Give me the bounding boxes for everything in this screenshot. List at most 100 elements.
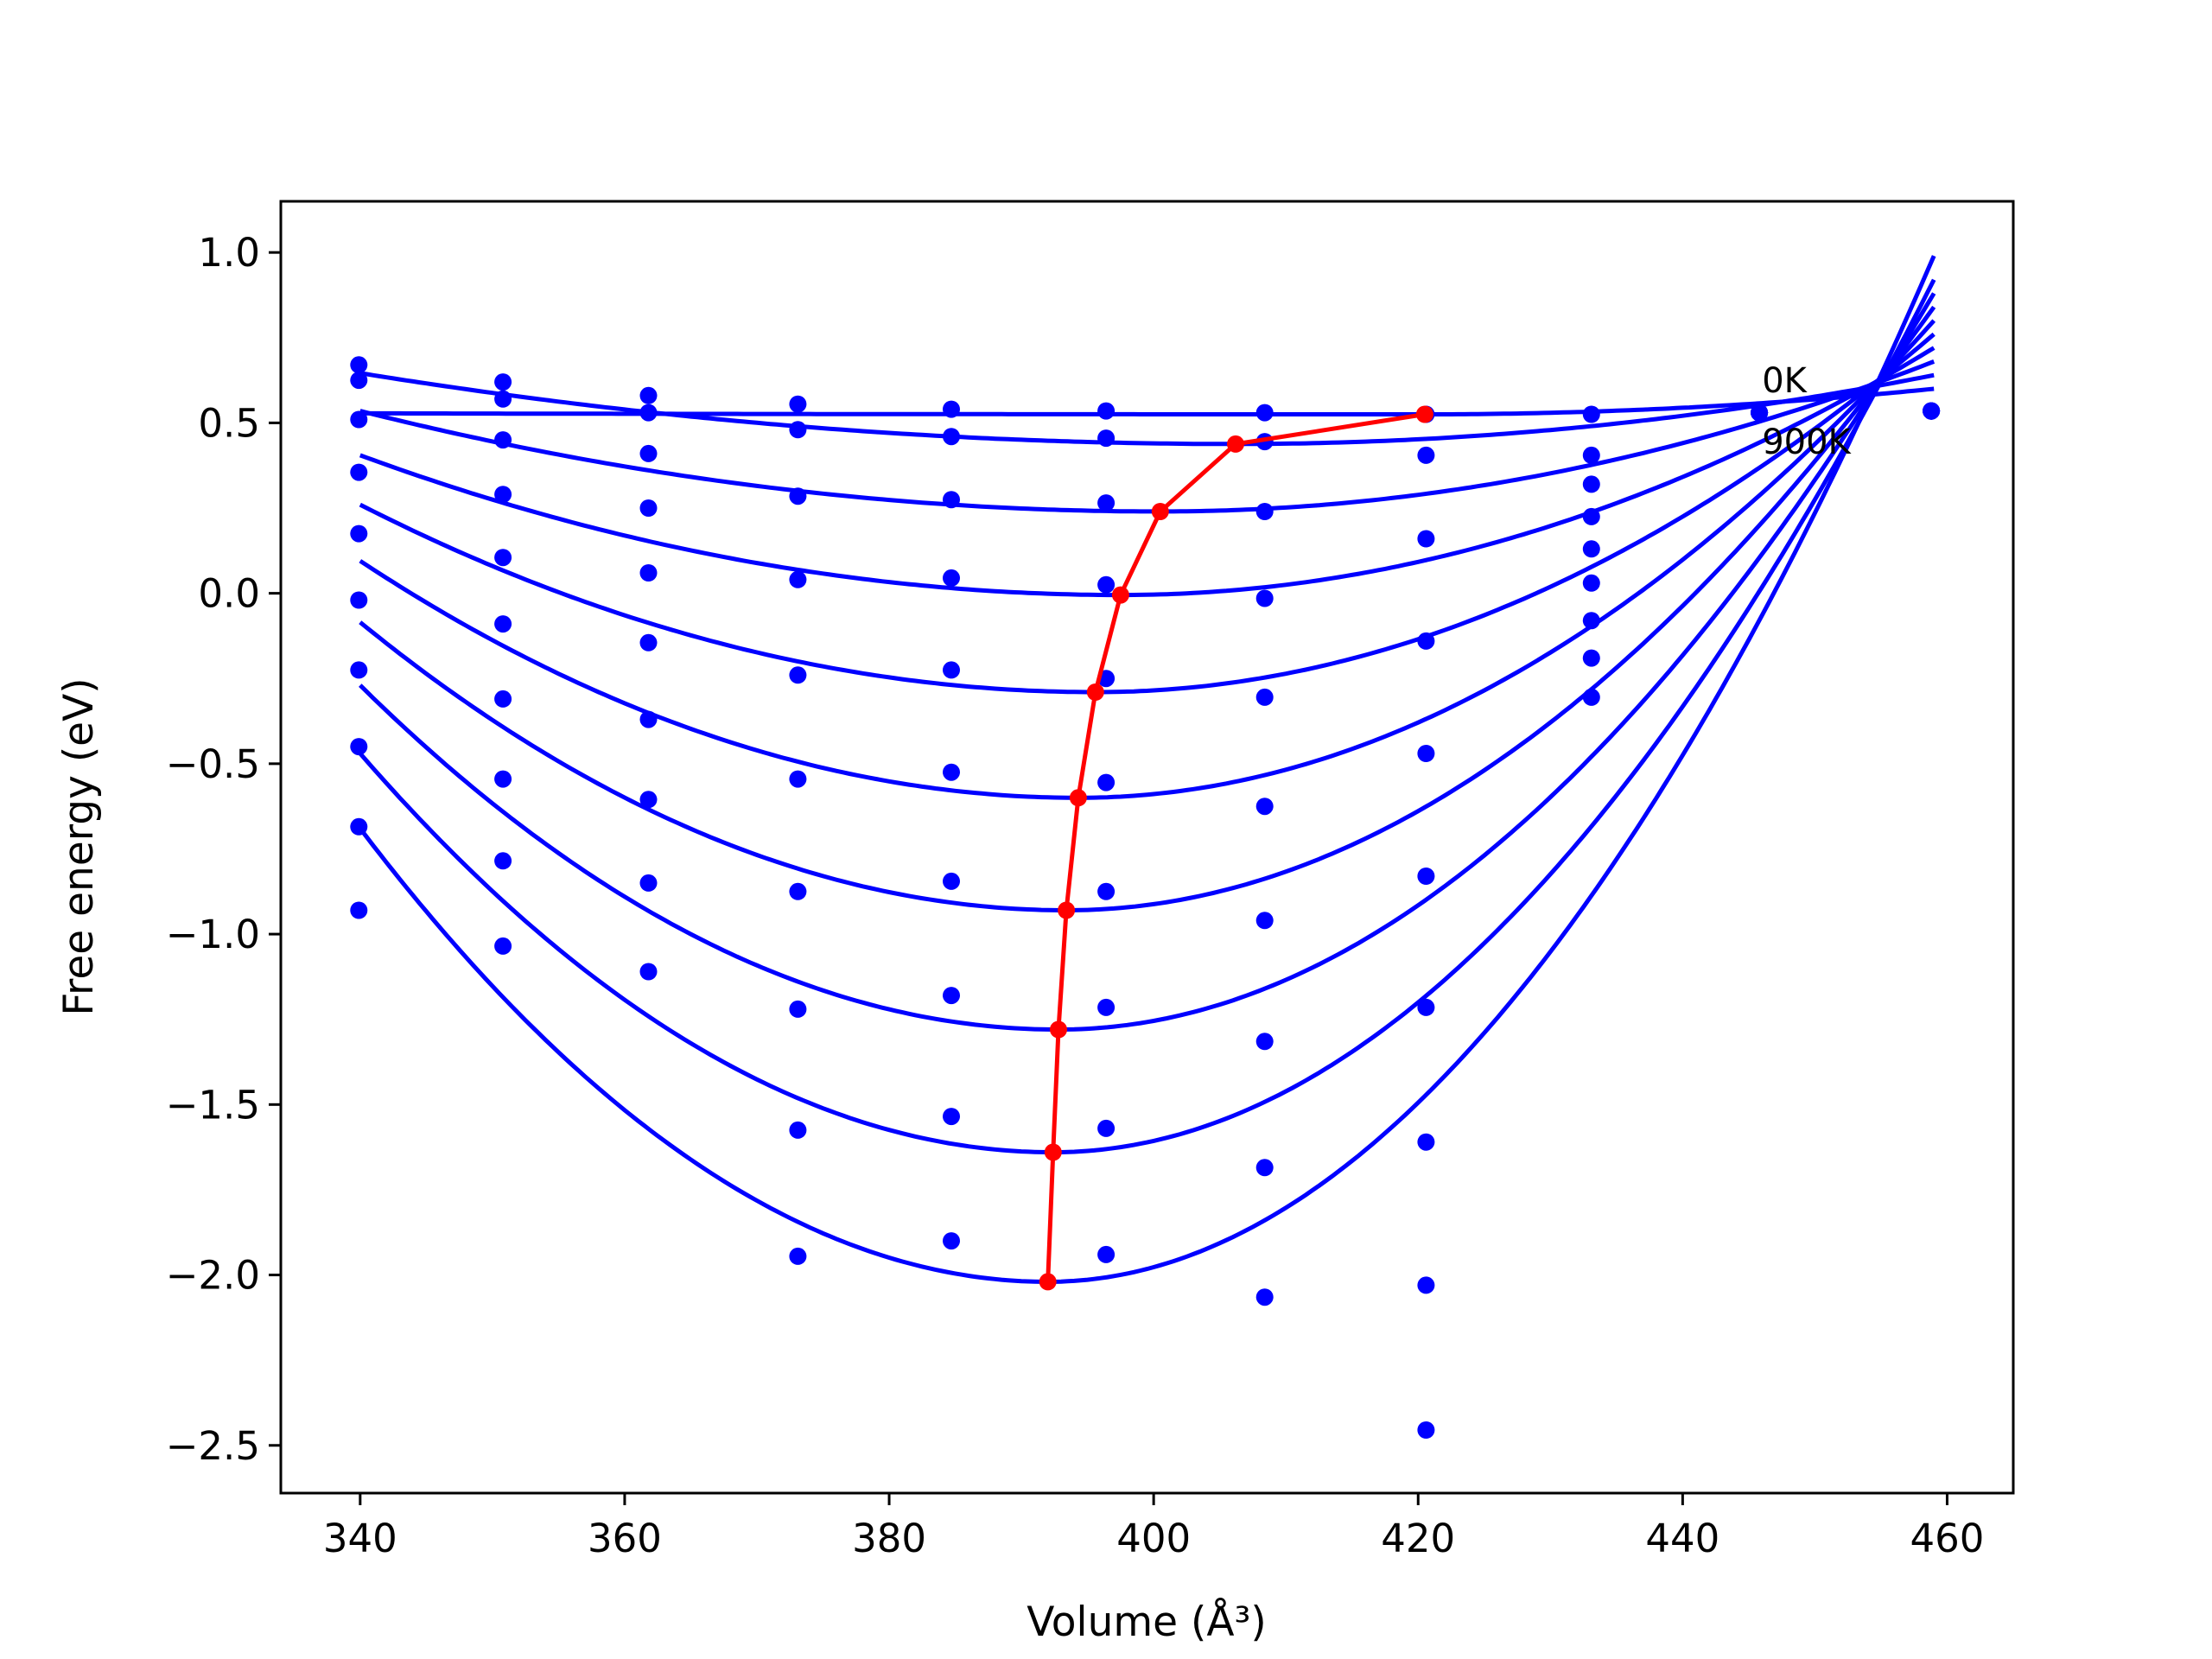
data-point-2-4 (943, 491, 960, 509)
data-point-2-0 (350, 410, 368, 429)
data-point-5-6 (1255, 798, 1274, 816)
fit-curve-3 (359, 346, 1936, 598)
data-point-8-8 (1582, 688, 1600, 706)
fit-curve-6 (359, 305, 1936, 912)
data-point-5-5 (1097, 773, 1116, 791)
data-point-4-2 (639, 564, 658, 582)
y-axis-ticks: 1.0 0.5 0.0 −0.5 −1.0 −1.5 −2.0 −2.5 (166, 230, 281, 1469)
minimum-point-6 (1058, 901, 1076, 919)
data-point-4-3 (789, 666, 807, 684)
data-point-4-4 (943, 661, 960, 679)
data-point-4-8 (1582, 540, 1600, 558)
minimum-line (1046, 412, 1426, 1282)
minimum-point-5 (1069, 789, 1087, 807)
fit-curve-7 (359, 292, 1936, 1032)
data-point-8-9 (1751, 404, 1769, 422)
data-point-1-7 (1417, 446, 1435, 464)
data-point-7-6 (1255, 1033, 1274, 1051)
data-point-6-3 (789, 882, 807, 900)
data-point-6-2 (639, 710, 658, 728)
plot-frame (279, 200, 2015, 1495)
data-point-2-3 (789, 487, 807, 505)
x-tick-label: 360 (588, 1516, 662, 1561)
y-tick-label: −2.0 (166, 1253, 260, 1299)
data-point-3-0 (350, 463, 368, 481)
y-tick-label: −0.5 (166, 741, 260, 787)
data-point-9-10 (1923, 402, 1941, 420)
minimum-point-3 (1111, 586, 1129, 604)
data-point-1-8 (1582, 446, 1600, 464)
data-point-7-4 (943, 987, 960, 1005)
data-point-8-7 (1417, 1276, 1435, 1294)
data-point-9-1 (494, 937, 512, 955)
data-point-8-1 (494, 852, 512, 870)
x-tick-label: 460 (1910, 1516, 1985, 1561)
annotation-0: 0K (1762, 361, 1808, 401)
y-tick-label: 0.0 (198, 571, 260, 617)
data-point-5-4 (943, 763, 960, 781)
data-point-4-0 (350, 524, 368, 543)
data-point-7-0 (350, 738, 368, 756)
fit-curve-4 (359, 332, 1936, 695)
data-point-2-5 (1097, 494, 1116, 512)
data-point-1-0 (350, 372, 368, 390)
minimum-point-1 (1227, 435, 1244, 453)
minimum-point-2 (1151, 503, 1169, 520)
data-point-9-4 (943, 1232, 960, 1250)
data-point-1-3 (789, 421, 807, 439)
data-point-3-2 (639, 499, 658, 517)
y-tick-label: 1.0 (198, 230, 260, 276)
data-point-5-2 (639, 633, 658, 652)
data-point-6-5 (1097, 882, 1116, 900)
data-point-7-5 (1097, 998, 1116, 1016)
fit-curves (358, 255, 1936, 1284)
x-axis-label: Volume (Å³) (1027, 1599, 1266, 1646)
data-point-0-5 (1097, 402, 1116, 420)
data-point-2-2 (639, 444, 658, 462)
data-point-2-7 (1417, 530, 1435, 548)
data-point-6-8 (1582, 612, 1600, 630)
data-point-5-1 (494, 615, 512, 633)
data-point-6-1 (494, 690, 512, 708)
data-point-4-1 (494, 549, 512, 567)
data-point-6-0 (350, 661, 368, 679)
data-point-8-0 (350, 817, 368, 836)
data-point-9-2 (639, 963, 658, 981)
fit-curve-8 (358, 278, 1936, 1154)
data-point-3-5 (1097, 575, 1116, 594)
data-point-8-6 (1255, 1159, 1274, 1177)
data-point-8-3 (789, 1121, 807, 1139)
data-point-1-2 (639, 404, 658, 422)
data-point-3-8 (1582, 507, 1600, 525)
y-tick-label: −2.5 (166, 1423, 260, 1469)
annotations: 0K 900K (1762, 361, 1852, 462)
data-point-7-2 (639, 791, 658, 809)
y-tick-label: 0.5 (198, 400, 260, 446)
fit-curve-2 (359, 359, 1936, 514)
data-point-0-3 (789, 395, 807, 413)
data-point-8-4 (943, 1108, 960, 1126)
data-point-9-7 (1417, 1421, 1435, 1439)
x-tick-label: 340 (323, 1516, 397, 1561)
data-point-5-8 (1582, 574, 1600, 592)
data-point-9-3 (789, 1247, 807, 1265)
annotation-1: 900K (1762, 423, 1852, 462)
data-point-1-1 (494, 390, 512, 408)
data-point-0-1 (494, 373, 512, 391)
data-point-3-4 (943, 569, 960, 587)
data-point-1-5 (1097, 429, 1116, 448)
data-point-1-4 (943, 428, 960, 446)
data-point-2-1 (494, 431, 512, 449)
data-point-3-3 (789, 570, 807, 588)
data-point-6-4 (943, 872, 960, 890)
x-axis-ticks: 340 360 380 400 420 440 460 (323, 1493, 1985, 1561)
data-point-8-5 (1097, 1119, 1116, 1137)
data-point-6-6 (1255, 912, 1274, 930)
data-point-4-7 (1417, 745, 1435, 762)
minimum-curve (1039, 405, 1433, 1291)
data-point-0-6 (1255, 404, 1274, 422)
x-tick-label: 400 (1116, 1516, 1191, 1561)
data-point-5-7 (1417, 868, 1435, 885)
